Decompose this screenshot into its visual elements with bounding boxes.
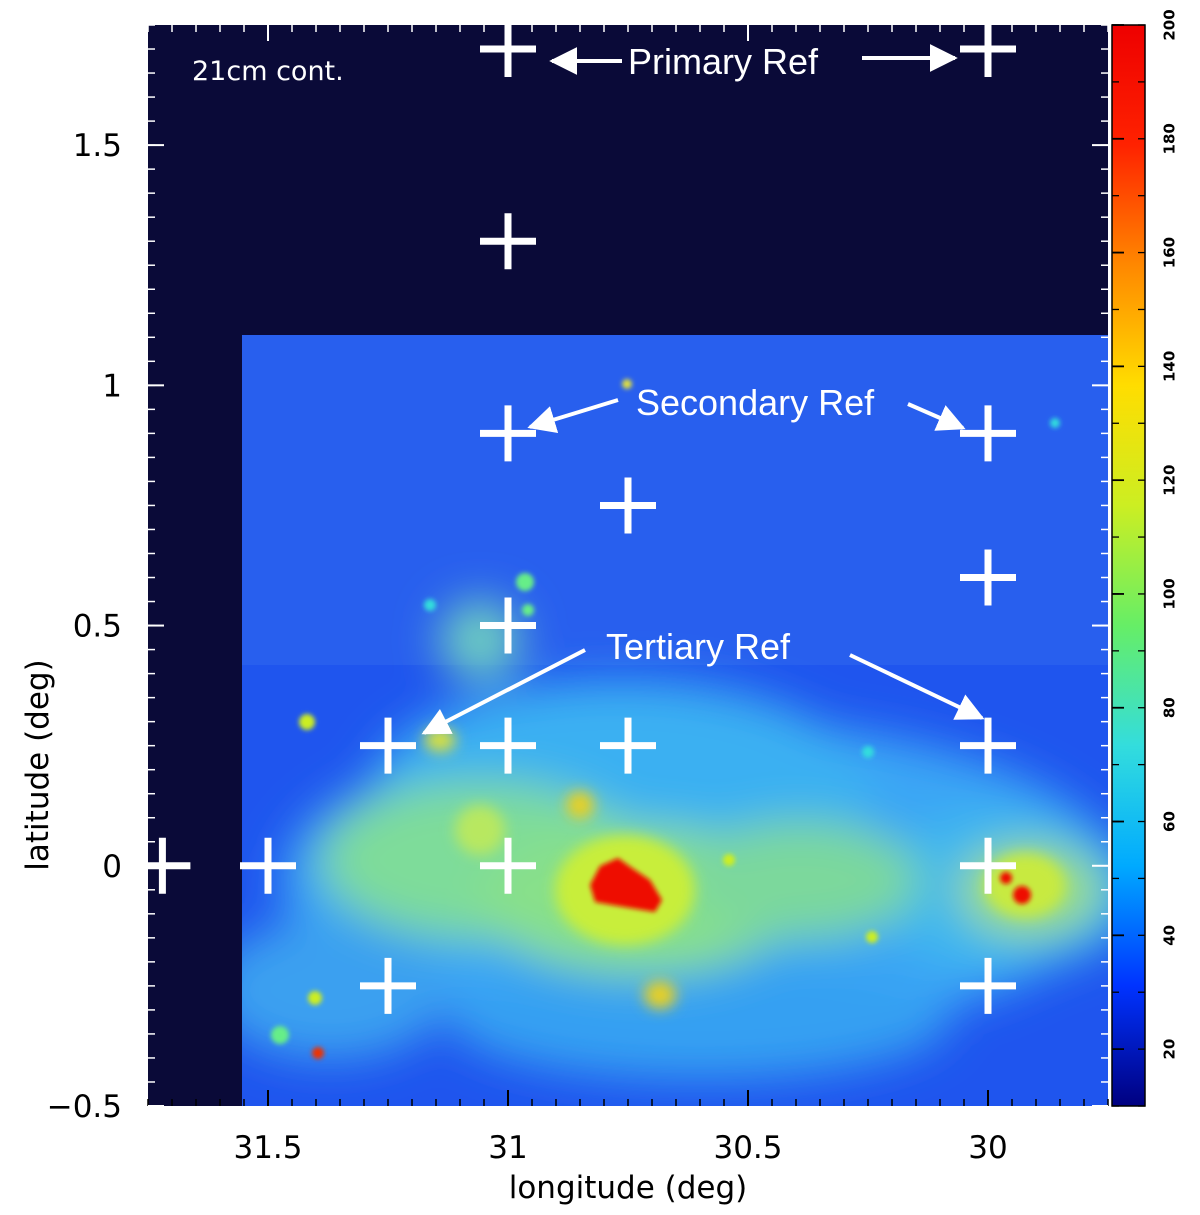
source-halo bbox=[566, 791, 594, 819]
bright-source bbox=[1013, 886, 1031, 904]
x-tick-label: 31 bbox=[488, 1130, 527, 1166]
reference-cross-tertiary bbox=[960, 957, 1016, 1014]
y-axis: 1.5 1 0.5 0 −0.5 bbox=[47, 24, 1108, 1125]
x-tick-label: 31.5 bbox=[233, 1130, 302, 1166]
reference-cross-tertiary bbox=[480, 717, 536, 774]
y-tick-label: 0.5 bbox=[73, 609, 122, 645]
x-axis-title: longitude (deg) bbox=[509, 1170, 748, 1206]
colorbar-body bbox=[1111, 24, 1146, 1107]
reference-cross-secondary bbox=[960, 549, 1016, 606]
annotations: 21cm cont. Primary Ref Secondary Ref Ter… bbox=[192, 41, 985, 735]
tertiary-ref-arrow bbox=[849, 653, 985, 720]
map-upper-region bbox=[242, 335, 1108, 665]
bright-source bbox=[1000, 872, 1012, 884]
compact-source bbox=[622, 379, 632, 389]
reference-cross-tertiary bbox=[480, 837, 536, 894]
colorbar-tick-label: 140 bbox=[1161, 351, 1179, 382]
primary-ref-label: Primary Ref bbox=[628, 41, 819, 82]
reference-cross-secondary bbox=[480, 597, 536, 654]
source-halo bbox=[644, 981, 676, 1009]
colorbar-tick-label: 100 bbox=[1161, 578, 1179, 609]
colorbar-tick-label: 200 bbox=[1161, 9, 1179, 40]
y-tick-label: 1 bbox=[102, 368, 122, 404]
map-label: 21cm cont. bbox=[192, 56, 344, 87]
compact-source bbox=[516, 573, 534, 591]
y-tick-label: 0 bbox=[102, 849, 122, 885]
reference-cross-tertiary bbox=[360, 957, 416, 1014]
source-halo bbox=[455, 805, 505, 855]
secondary-ref-label: Secondary Ref bbox=[636, 382, 875, 423]
reference-cross-secondary bbox=[960, 405, 1016, 462]
tertiary-ref-label: Tertiary Ref bbox=[606, 626, 791, 667]
compact-source bbox=[424, 599, 436, 611]
intensity-map bbox=[242, 335, 1108, 1106]
y-tick-label: −0.5 bbox=[47, 1089, 122, 1125]
emission-ridge bbox=[440, 600, 520, 680]
y-tick-label: 1.5 bbox=[73, 128, 122, 164]
reference-cross-tertiary bbox=[360, 717, 416, 774]
emission-plateau bbox=[242, 920, 450, 1060]
compact-source bbox=[522, 604, 534, 616]
colorbar-tick-label: 40 bbox=[1161, 925, 1179, 946]
x-tick-label: 30.5 bbox=[713, 1130, 782, 1166]
reference-crosses bbox=[134, 21, 1016, 1014]
colorbar-tick-label: 180 bbox=[1161, 123, 1179, 154]
colorbar-tick-label: 20 bbox=[1161, 1039, 1179, 1060]
reference-cross-tertiary bbox=[960, 717, 1016, 774]
x-axis: 31.5 31 30.5 30 bbox=[147, 25, 1109, 1166]
colorbar-tick-label: 60 bbox=[1161, 811, 1179, 832]
colorbar-ticks: 20 40 60 80 100 120 140 160 180 200 bbox=[1112, 9, 1179, 1107]
compact-source bbox=[1050, 418, 1060, 428]
reference-cross-primary bbox=[480, 213, 536, 270]
reference-cross-tertiary bbox=[600, 717, 656, 774]
emission-plateau bbox=[450, 960, 950, 1080]
y-axis-title: latitude (deg) bbox=[20, 659, 56, 870]
reference-cross-tertiary bbox=[960, 837, 1016, 894]
secondary-ref-arrow bbox=[907, 402, 966, 431]
reference-cross-secondary bbox=[480, 405, 536, 462]
compact-source bbox=[312, 1047, 324, 1059]
compact-source bbox=[308, 991, 322, 1005]
compact-source bbox=[271, 1026, 289, 1044]
colorbar-tick-label: 160 bbox=[1161, 237, 1179, 268]
x-tick-label: 30 bbox=[968, 1130, 1007, 1166]
colorbar-tick-label: 120 bbox=[1161, 465, 1179, 496]
compact-source bbox=[862, 746, 874, 758]
emission-ridge bbox=[680, 820, 920, 940]
reference-cross-tertiary bbox=[240, 837, 296, 894]
compact-source bbox=[299, 714, 315, 730]
compact-source bbox=[866, 931, 878, 943]
reference-cross-secondary bbox=[600, 477, 656, 534]
colorbar: 20 40 60 80 100 120 140 160 180 200 bbox=[1111, 9, 1179, 1107]
colorbar-tick-label: 80 bbox=[1161, 697, 1179, 718]
tertiary-ref-arrow bbox=[421, 648, 586, 735]
secondary-ref-arrow bbox=[527, 398, 619, 433]
bright-source bbox=[590, 858, 662, 912]
compact-source bbox=[723, 854, 735, 866]
